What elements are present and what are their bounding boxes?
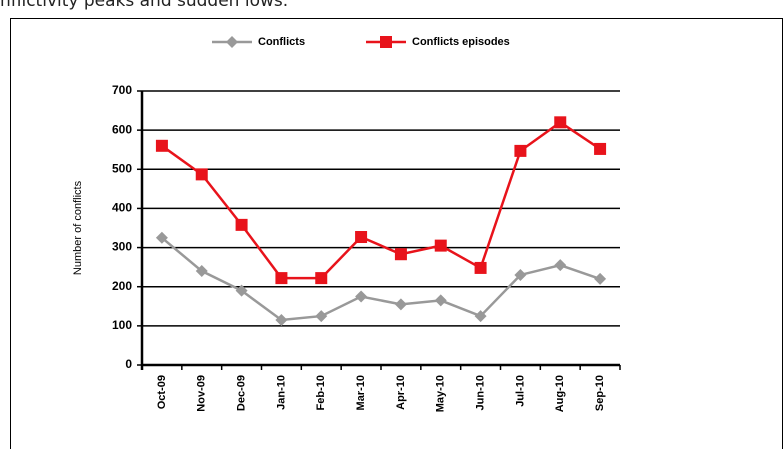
data-point: [474, 310, 487, 323]
series-line: [161, 120, 601, 280]
y-tick-label: 100: [112, 318, 132, 332]
data-point: [514, 268, 527, 281]
x-tick-label: Dec-09: [235, 375, 247, 411]
data-point: [355, 231, 368, 244]
data-point: [315, 272, 328, 285]
data-point: [195, 168, 208, 181]
x-tick-label: May-10: [435, 375, 447, 412]
data-point: [275, 272, 288, 285]
x-tick-label: Nov-09: [196, 375, 208, 412]
data-point: [394, 298, 407, 311]
data-point: [195, 265, 208, 278]
data-point: [594, 272, 607, 285]
data-point: [235, 284, 248, 297]
y-tick-label: 0: [125, 357, 132, 371]
y-tick-label: 300: [112, 240, 132, 254]
legend-marker: [380, 36, 392, 48]
x-tick-label: Apr-10: [395, 375, 407, 410]
header-text: nflictivity peaks and sudden lows.: [0, 0, 289, 11]
series-line: [161, 236, 601, 322]
x-tick-label: Mar-10: [355, 375, 367, 410]
x-tick-label: Sep-10: [594, 375, 606, 411]
x-tick-label: Jan-10: [275, 375, 287, 410]
x-tick-label: Aug-10: [554, 375, 566, 412]
data-point: [315, 310, 328, 323]
data-point: [355, 290, 368, 303]
data-point: [554, 116, 567, 129]
data-point: [434, 294, 447, 307]
x-tick-label: Oct-09: [156, 375, 168, 409]
y-tick-label: 200: [112, 279, 132, 293]
data-point: [155, 139, 168, 152]
data-point: [155, 231, 168, 244]
y-axis-label: Number of conflicts: [72, 180, 84, 275]
x-tick-label: Feb-10: [315, 375, 327, 410]
frame: [10, 18, 783, 449]
y-tick-label: 500: [112, 161, 132, 175]
data-point: [434, 239, 447, 252]
x-tick-label: Jun-10: [474, 375, 486, 410]
data-point: [594, 142, 607, 155]
legend-label: Conflicts: [258, 36, 305, 48]
legend-label: Conflicts episodes: [412, 36, 510, 48]
y-tick-label: 600: [112, 122, 132, 136]
data-point: [235, 218, 248, 231]
data-point: [514, 144, 527, 157]
data-point: [275, 313, 288, 326]
y-tick-label: 700: [112, 83, 132, 97]
data-point: [394, 248, 407, 261]
data-point: [554, 259, 567, 272]
legend-marker: [226, 36, 238, 48]
x-tick-label: Jul-10: [514, 375, 526, 407]
y-tick-label: 400: [112, 201, 132, 215]
data-point: [474, 261, 487, 274]
